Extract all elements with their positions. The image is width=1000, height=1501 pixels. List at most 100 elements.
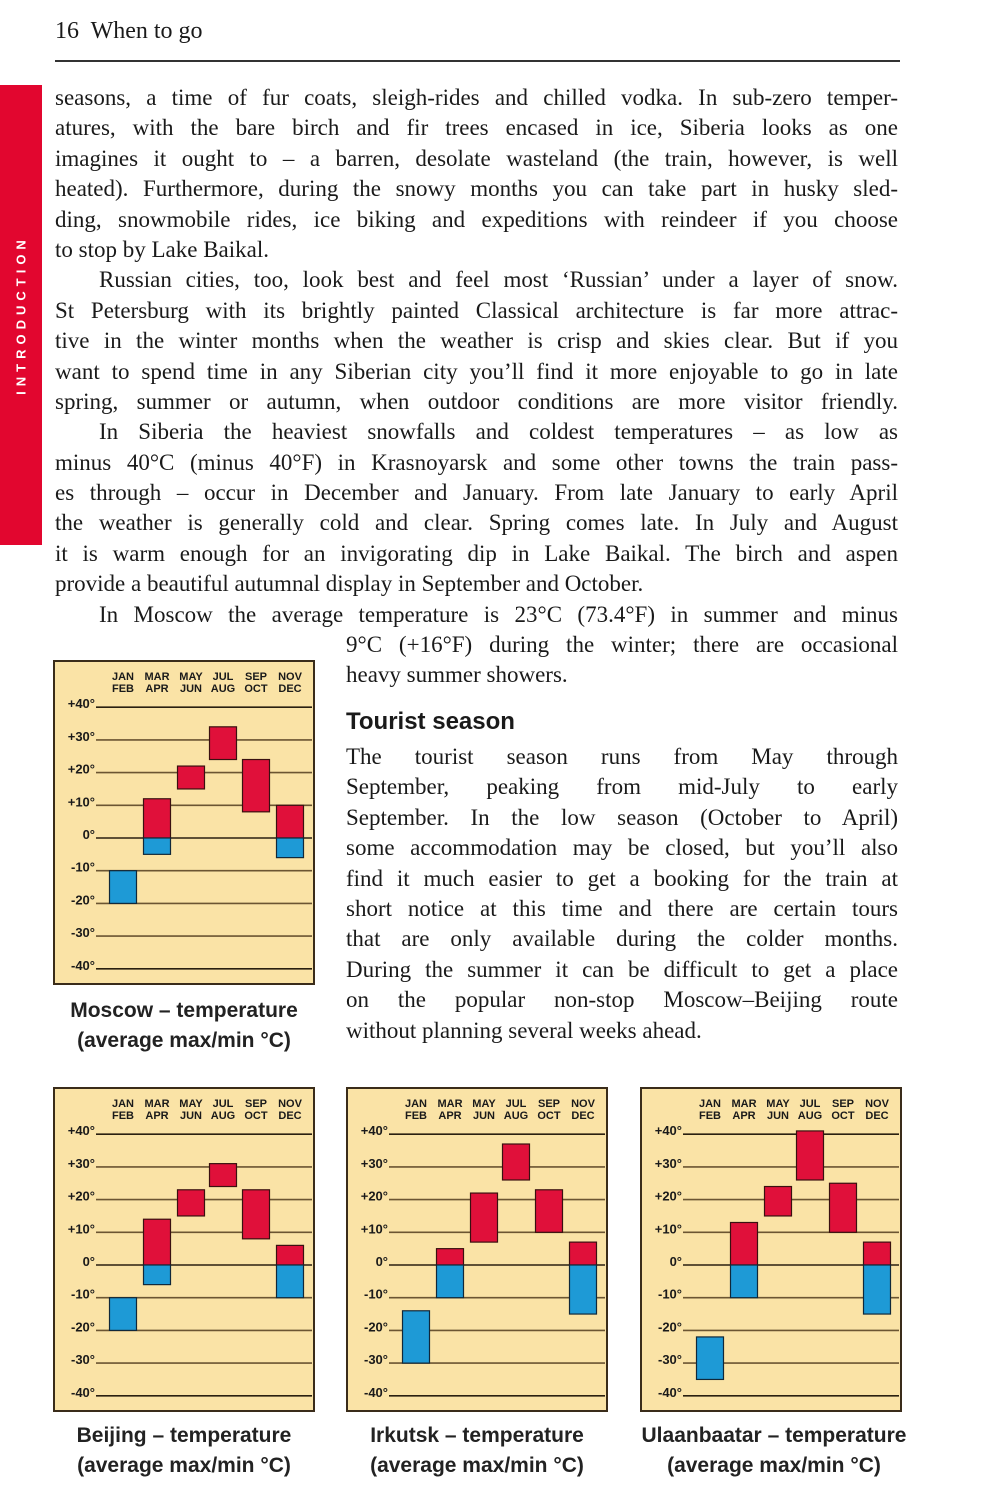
- x-month-label: JUN: [473, 1110, 495, 1122]
- x-month-label: JUL: [213, 671, 234, 683]
- text-line: spring, summer or autumn, when outdoor c…: [55, 388, 898, 414]
- irkutsk-chart-caption: Irkutsk – temperature (average max/min °C…: [342, 1421, 612, 1481]
- y-tick-label: -30°: [71, 925, 95, 940]
- y-tick-label: +10°: [655, 1221, 682, 1236]
- bar-min-segment: [142, 1264, 172, 1286]
- beijing-chart-caption: Beijing – temperature (average max/min °C…: [49, 1421, 319, 1481]
- ulaanbaatar-chart-caption: Ulaanbaatar – temperature (average max/mi…: [624, 1421, 924, 1481]
- chart-subtitle: (average max/min °C): [370, 1454, 584, 1477]
- x-month-label: AUG: [798, 1110, 822, 1122]
- y-tick-label: +20°: [361, 1189, 388, 1204]
- y-tick-label: -40°: [658, 1385, 682, 1400]
- y-tick-label: -20°: [71, 892, 95, 907]
- bar-max-segment: [501, 1143, 531, 1181]
- y-tick-label: +30°: [361, 1156, 388, 1171]
- x-month-label: JUL: [800, 1098, 821, 1110]
- x-month-label: NOV: [278, 1098, 303, 1110]
- text-line: to stop by Lake Baikal.: [55, 236, 269, 262]
- body-text: seasons, a time of fur coats, sleigh-rid…: [55, 83, 898, 630]
- chart-title: Irkutsk – temperature: [370, 1424, 584, 1447]
- x-month-label: MAR: [731, 1098, 756, 1110]
- x-month-label: FEB: [699, 1110, 721, 1122]
- bar-min-segment: [862, 1264, 892, 1315]
- chapter-title: When to go: [90, 18, 203, 44]
- x-month-label: SEP: [245, 1098, 267, 1110]
- y-tick-label: -40°: [71, 958, 95, 973]
- bar-max-segment: [208, 726, 238, 761]
- text-line: September. In the low season (October to…: [346, 804, 898, 830]
- chart-subtitle: (average max/min °C): [667, 1454, 881, 1477]
- x-month-label: APR: [438, 1110, 461, 1122]
- section-tab-label: INTRODUCTION: [13, 235, 29, 395]
- y-tick-label: 0°: [83, 827, 95, 842]
- x-month-label: JUL: [213, 1098, 234, 1110]
- chart-title: Beijing – temperature: [76, 1424, 292, 1447]
- beijing-temperature-chart: +40° +30° +20° +10° 0° -10° -20° -30° -40° JAN FEB…: [53, 1087, 315, 1412]
- x-month-label: DEC: [278, 683, 301, 695]
- chart-subtitle: (average max/min °C): [77, 1029, 291, 1052]
- y-tick-label: -20°: [364, 1319, 388, 1334]
- x-month-label: JAN: [112, 671, 134, 683]
- text-line: es through – occur in December and Janua…: [55, 480, 898, 506]
- bar-max-segment: [241, 758, 271, 813]
- running-head: 16 When to go: [55, 18, 203, 45]
- x-month-label: APR: [732, 1110, 755, 1122]
- bar-max-segment: [275, 804, 305, 839]
- x-month-label: JUN: [180, 1110, 202, 1122]
- text-line: atures, with the bare birch and fir tree…: [55, 115, 898, 141]
- text-line: provide a beautiful autumnal display in …: [55, 571, 644, 597]
- y-tick-label: +30°: [68, 729, 95, 744]
- text-line: September, peaking from mid-July to earl…: [346, 774, 898, 800]
- text-line: St Petersburg with its brightly painted …: [55, 297, 898, 323]
- text-line: Russian cities, too, look best and feel …: [99, 267, 898, 293]
- text-line: seasons, a time of fur coats, sleigh-rid…: [55, 85, 898, 110]
- text-line: ding, snowmobile rides, ice biking and e…: [55, 206, 898, 232]
- x-month-label: OCT: [537, 1110, 561, 1122]
- y-tick-label: -30°: [658, 1352, 682, 1367]
- text-line: without planning several weeks ahead.: [346, 1017, 702, 1043]
- x-month-label: OCT: [244, 1110, 268, 1122]
- x-month-label: JUN: [767, 1110, 789, 1122]
- x-month-label: APR: [145, 683, 168, 695]
- bar-min-segment: [142, 837, 172, 855]
- bar-max-segment: [534, 1189, 564, 1233]
- y-tick-label: 0°: [83, 1254, 95, 1269]
- bar-max-segment: [142, 1218, 172, 1266]
- x-month-label: JUN: [180, 683, 202, 695]
- y-tick-label: 0°: [376, 1254, 388, 1269]
- text-line: The tourist season runs from May through: [346, 744, 898, 769]
- chart-svg: +40° +30° +20° +10° 0° -10° -20° -30° -40° JANFEB…: [53, 1087, 315, 1412]
- x-month-label: AUG: [211, 683, 235, 695]
- y-tick-label: 0°: [670, 1254, 682, 1269]
- bar-min-segment: [729, 1264, 759, 1299]
- x-month-label: AUG: [211, 1110, 235, 1122]
- bar-max-segment: [176, 765, 206, 790]
- bar-max-segment: [241, 1189, 271, 1240]
- tourist-season-text: The tourist season runs from May through…: [346, 742, 898, 1046]
- y-tick-label: +40°: [361, 1123, 388, 1138]
- bar-min-segment: [108, 870, 138, 904]
- y-tick-label: -30°: [364, 1352, 388, 1367]
- text-line: it is warm enough for an invigorating di…: [55, 540, 898, 566]
- text-line: minus 40°C (minus 40°F) in Krasnoyarsk a…: [55, 449, 898, 475]
- section-tab: INTRODUCTION: [0, 85, 42, 545]
- chart-svg: +40° +30° +20° +10° 0° -10° -20° -30° -40° JANFEB…: [346, 1087, 608, 1412]
- y-tick-label: +40°: [68, 696, 95, 711]
- y-tick-label: -20°: [658, 1319, 682, 1334]
- y-tick-label: -40°: [364, 1385, 388, 1400]
- chart-frame: [53, 660, 315, 985]
- text-line: find it much easier to get a booking for…: [346, 865, 898, 891]
- x-month-label: MAY: [179, 1098, 203, 1110]
- x-month-label: FEB: [112, 683, 134, 695]
- chart-title: Moscow – temperature: [70, 999, 298, 1022]
- chart-subtitle: (average max/min °C): [77, 1454, 291, 1477]
- header-rule: [55, 60, 900, 62]
- bar-max-segment: [763, 1185, 793, 1217]
- text-line: that are only available during the colde…: [346, 926, 898, 952]
- bar-min-segment: [401, 1310, 431, 1364]
- x-month-label: JAN: [699, 1098, 721, 1110]
- x-month-label: APR: [145, 1110, 168, 1122]
- y-tick-label: +10°: [68, 1221, 95, 1236]
- text-line: 9°C (+16°F) during the winter; there are…: [346, 632, 898, 657]
- text-line: In Siberia the heaviest snowfalls and co…: [99, 419, 898, 445]
